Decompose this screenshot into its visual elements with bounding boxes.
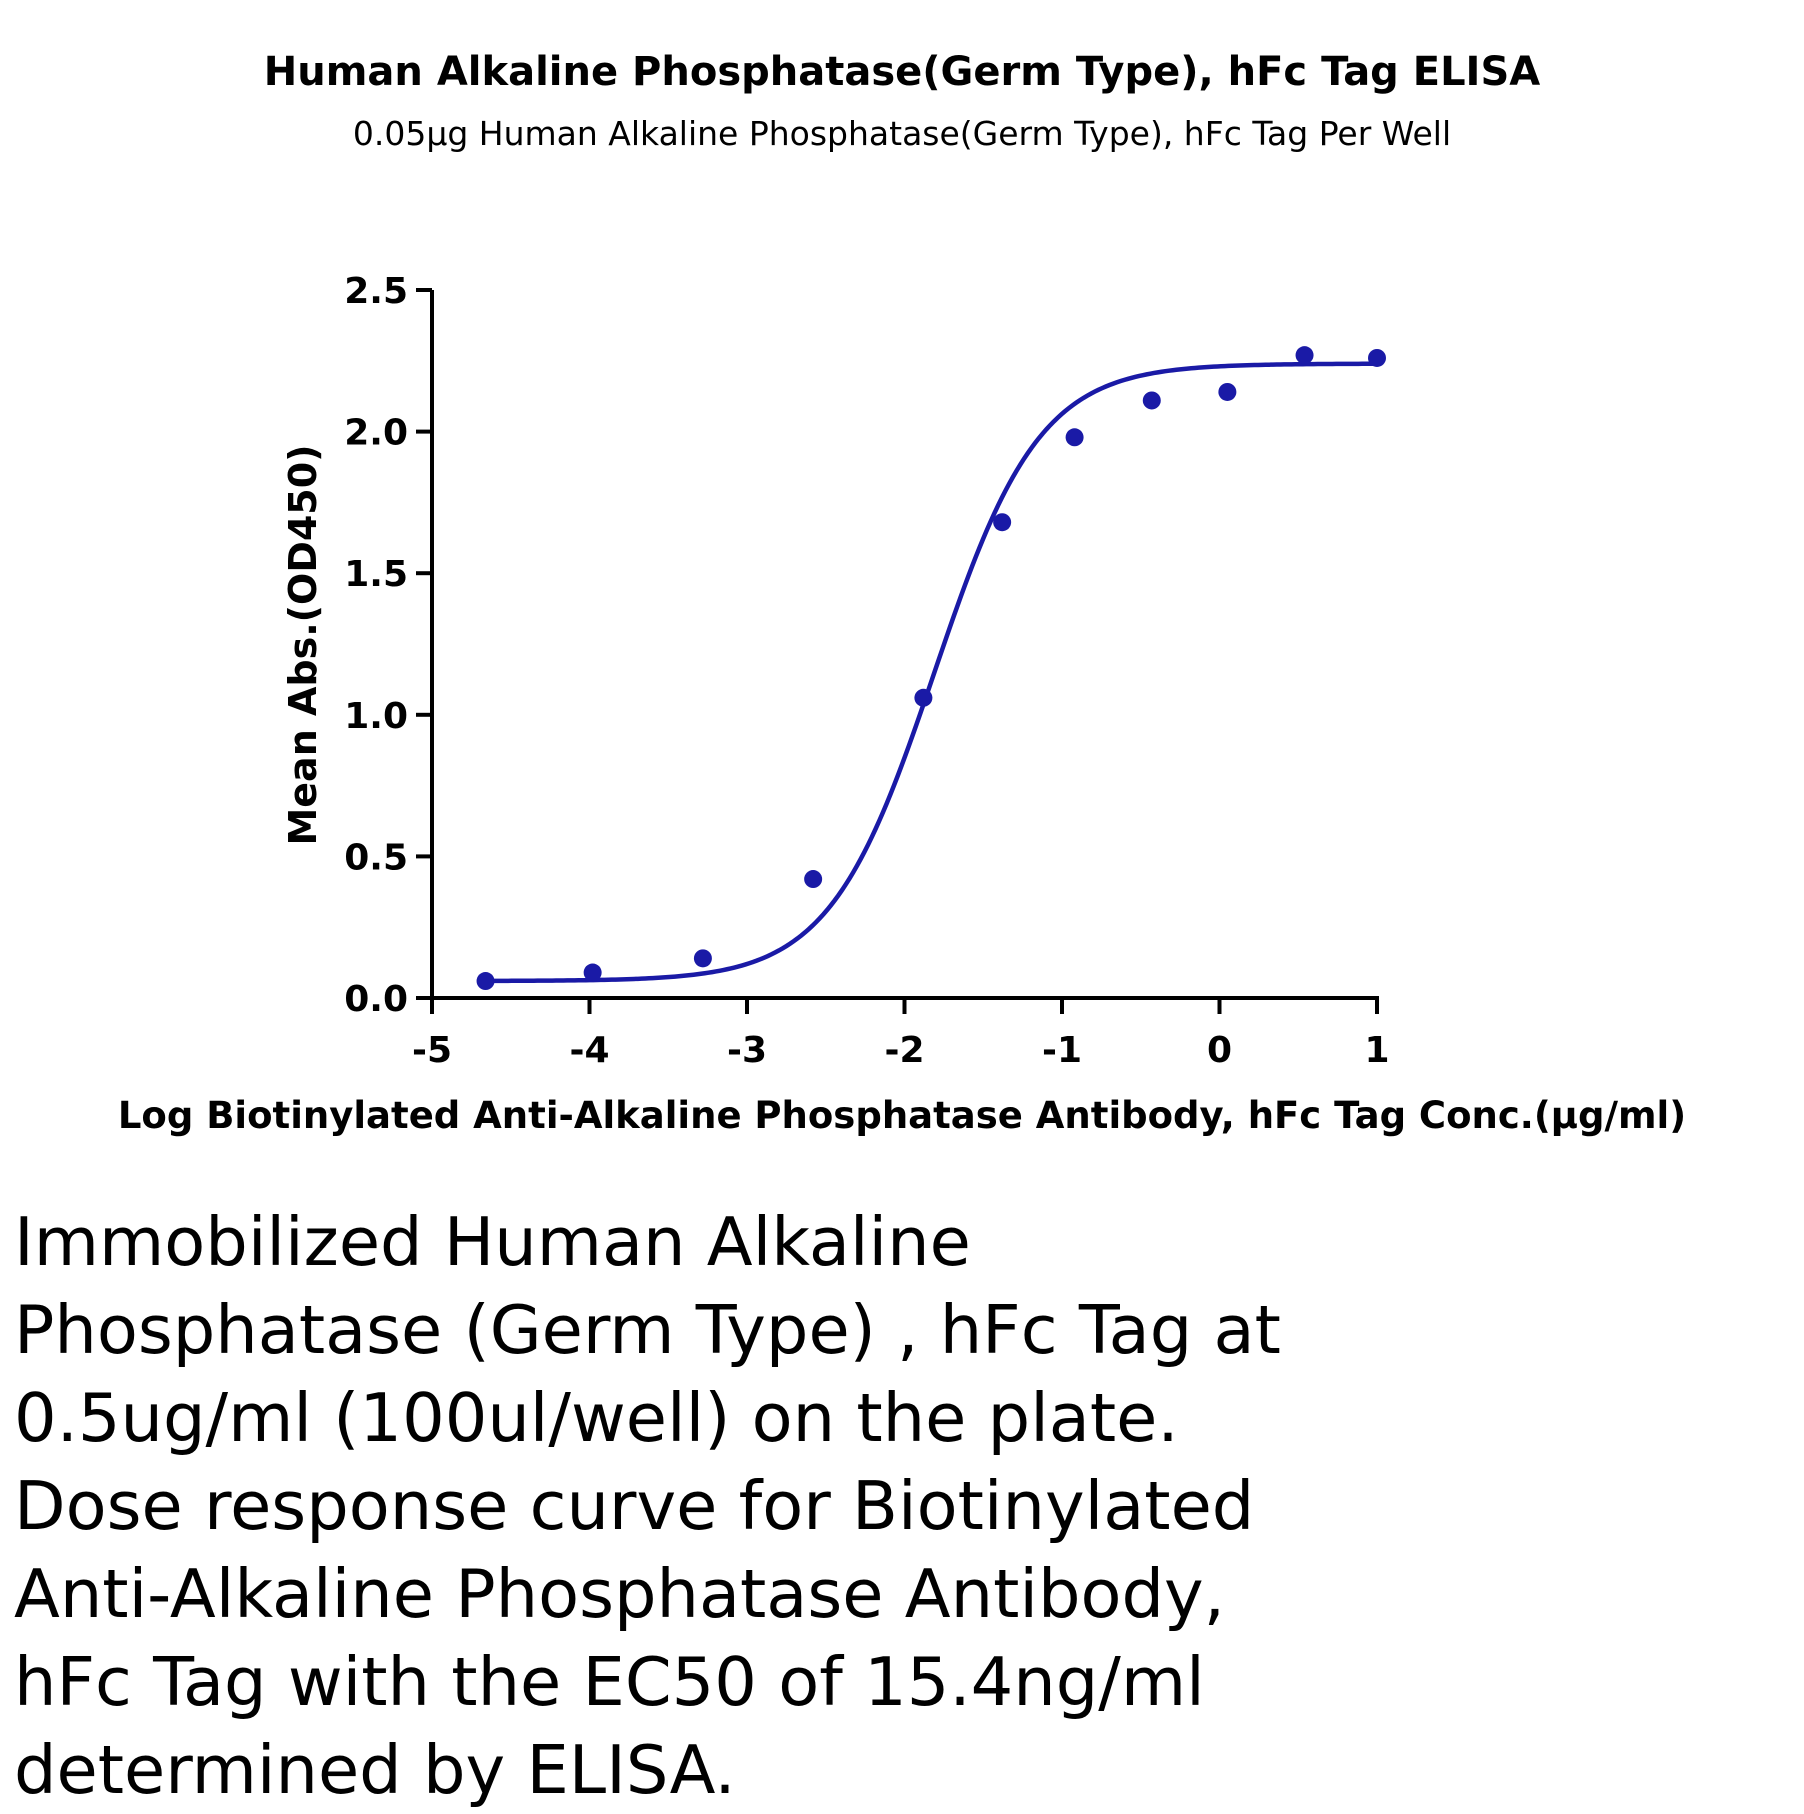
- data-points: [476, 346, 1386, 991]
- x-tick-label: -2: [885, 1030, 925, 1071]
- y-tick-label: 1.5: [344, 554, 408, 595]
- y-tick-label: 1.0: [344, 696, 408, 737]
- figure-caption: Immobilized Human Alkaline Phosphatase (…: [14, 1203, 1281, 1809]
- data-point: [1142, 391, 1161, 410]
- data-point: [693, 949, 712, 968]
- tick-labels: 0.0 0.5 1.0 1.5 2.0 2.5 -5 -4 -3 -2 -1 0 1: [344, 271, 1389, 1071]
- chart-plot: 0.0 0.5 1.0 1.5 2.0 2.5 -5 -4 -3 -2 -1 0 1 Mean Abs.…: [118, 271, 1686, 1137]
- data-point: [1368, 348, 1386, 367]
- x-tick-label: -3: [727, 1030, 767, 1071]
- data-point: [993, 513, 1012, 532]
- data-point: [1295, 346, 1314, 365]
- data-point: [476, 972, 495, 991]
- y-tick-label: 0.0: [344, 979, 408, 1020]
- chart-title: Human Alkaline Phosphatase(Germ Type), h…: [263, 49, 1541, 95]
- x-tick-label: 0: [1207, 1030, 1232, 1071]
- y-axis-label: Mean Abs.(OD450): [281, 444, 325, 845]
- y-tick-label: 0.5: [344, 837, 408, 878]
- data-point: [914, 688, 933, 707]
- x-tick-label: -5: [412, 1030, 452, 1071]
- data-point: [583, 963, 602, 982]
- x-tick-label: 1: [1364, 1030, 1389, 1071]
- chart-subtitle: 0.05μg Human Alkaline Phosphatase(Germ T…: [352, 114, 1452, 153]
- fit-curve: [485, 361, 1378, 984]
- data-point: [1218, 382, 1237, 401]
- x-axis-label: Log Biotinylated Anti-Alkaline Phosphata…: [118, 1094, 1686, 1137]
- axes: [416, 288, 1379, 1014]
- y-tick-label: 2.5: [344, 271, 408, 312]
- data-point: [804, 870, 823, 889]
- y-tick-label: 2.0: [344, 413, 408, 454]
- x-tick-label: -4: [570, 1030, 610, 1071]
- data-point: [1065, 428, 1084, 447]
- fit-curve-group: [485, 361, 1378, 984]
- x-tick-label: -1: [1042, 1030, 1082, 1071]
